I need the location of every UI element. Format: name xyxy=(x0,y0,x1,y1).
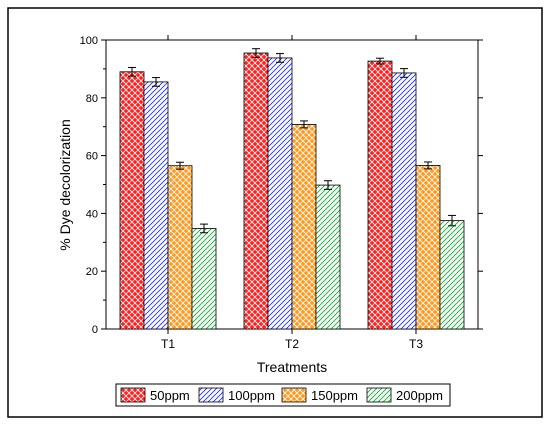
legend-label-50ppm: 50ppm xyxy=(150,388,190,403)
bar-T1-100ppm xyxy=(143,81,169,330)
legend-label-150ppm: 150ppm xyxy=(311,388,358,403)
y-axis-label: % Dye decolorization xyxy=(57,119,73,251)
bar-T3-150ppm xyxy=(415,165,441,330)
legend-swatch-100ppm xyxy=(198,387,224,403)
y-tick-label: 0 xyxy=(92,324,98,336)
legend xyxy=(115,383,451,407)
y-axis: 0 20 40 60 80 100 xyxy=(80,35,483,336)
legend-swatch-150ppm xyxy=(281,387,307,403)
y-tick-label: 100 xyxy=(80,35,98,47)
outer-frame xyxy=(7,7,543,418)
legend-label-200ppm: 200ppm xyxy=(396,388,443,403)
error-bars-layer xyxy=(128,48,456,234)
legend-swatch-200ppm xyxy=(366,387,392,403)
bar-T2-100ppm xyxy=(267,57,293,330)
bar-T3-200ppm xyxy=(439,220,465,330)
bar-T1-50ppm xyxy=(119,71,145,330)
legend-items: 50ppm 100ppm 150ppm 200ppm xyxy=(120,387,443,403)
y-tick-label: 80 xyxy=(86,93,98,105)
x-axis: T1 T2 T3 xyxy=(161,35,423,351)
bar-T1-200ppm xyxy=(191,228,217,330)
y-tick-label: 40 xyxy=(86,208,98,220)
bar-T3-100ppm xyxy=(391,72,417,330)
x-axis-label: Treatments xyxy=(257,359,327,375)
bar-T3-50ppm xyxy=(367,60,393,330)
y-tick-label: 60 xyxy=(86,151,98,163)
bar-T2-150ppm xyxy=(291,123,317,330)
y-tick-label: 20 xyxy=(86,266,98,278)
x-tick-label: T1 xyxy=(161,337,175,351)
legend-label-100ppm: 100ppm xyxy=(228,388,275,403)
legend-swatch-50ppm xyxy=(120,387,146,403)
bar-T1-150ppm xyxy=(167,165,193,330)
bar-T2-50ppm xyxy=(243,52,269,330)
x-tick-label: T2 xyxy=(285,337,299,351)
bar-T2-200ppm xyxy=(315,184,341,330)
bars-layer xyxy=(119,52,465,330)
x-tick-label: T3 xyxy=(409,337,423,351)
